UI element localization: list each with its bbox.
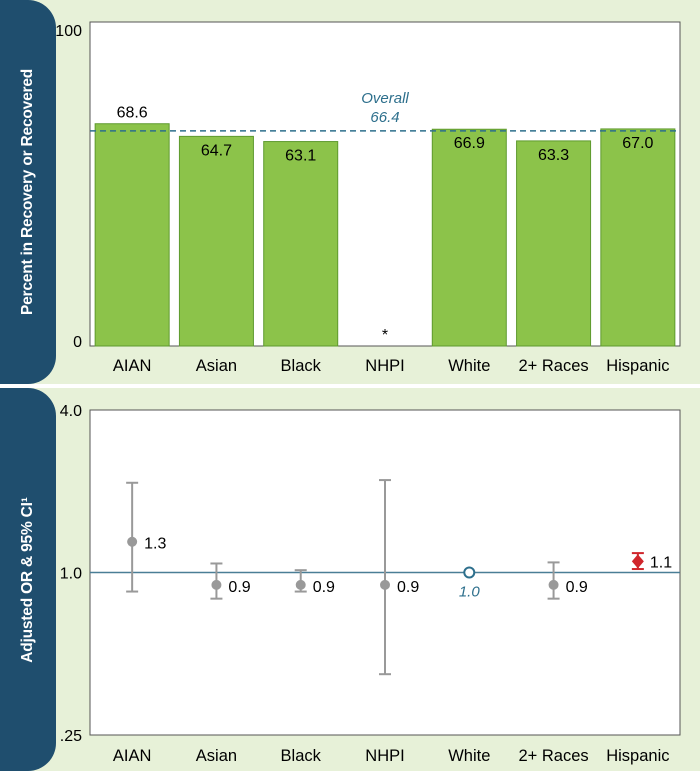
point-value-label: 1.3 xyxy=(144,536,166,553)
top-panel: Percent in Recovery or Recovered 100 0 AIA… xyxy=(0,0,700,384)
x-category-label: White xyxy=(448,357,490,375)
bar-value-label: 63.1 xyxy=(285,148,316,165)
bar xyxy=(431,128,507,347)
bar xyxy=(263,141,339,347)
point-marker xyxy=(631,554,644,569)
x-category-label: Asian xyxy=(196,357,237,375)
x-category-label: 2+ Races xyxy=(518,747,588,765)
odds-ratio-chart: .25 1.0 4.0 AIAN 1.3 Asian 0.9 Black 0.9 NHPI 0.9 W… xyxy=(60,403,681,765)
y-tick-label: 4.0 xyxy=(60,403,82,420)
bar xyxy=(178,135,254,347)
point-value-label: 0.9 xyxy=(397,579,419,596)
reference-value-label: 1.0 xyxy=(459,584,481,601)
x-category-label: AIAN xyxy=(113,747,152,765)
point-marker xyxy=(127,536,138,547)
overall-label: Overall xyxy=(361,90,409,107)
top-axis-title-band: Percent in Recovery or Recovered xyxy=(0,0,56,384)
bar-value-label: 67.0 xyxy=(622,135,653,152)
bottom-panel: Adjusted OR & 95% CI¹ .25 1.0 4.0 AIAN 1.3 As… xyxy=(0,388,700,771)
bar-value-label: 66.9 xyxy=(454,135,485,152)
x-category-label: Black xyxy=(281,747,322,765)
bar xyxy=(94,123,170,347)
bar-chart: 100 0 AIAN Asian Black NHPI White 2+ Races Hispa… xyxy=(55,21,681,375)
bar xyxy=(600,128,676,347)
x-category-label: 2+ Races xyxy=(518,357,588,375)
point-value-label: 0.9 xyxy=(228,579,250,596)
bar-value-label: 63.3 xyxy=(538,147,569,164)
reference-marker xyxy=(463,566,476,579)
y-tick-label: 1.0 xyxy=(60,566,82,583)
overall-value: 66.4 xyxy=(370,109,399,126)
suppressed-marker: * xyxy=(382,327,388,344)
x-category-label: White xyxy=(448,747,490,765)
x-category-label: NHPI xyxy=(365,357,404,375)
bottom-axis-title-band: Adjusted OR & 95% CI¹ xyxy=(0,388,56,771)
x-category-label: Black xyxy=(281,357,322,375)
x-category-label: NHPI xyxy=(365,747,404,765)
x-category-label: AIAN xyxy=(113,357,152,375)
bar-value-label: 68.6 xyxy=(117,105,148,122)
bar xyxy=(516,140,592,347)
point-value-label: 0.9 xyxy=(313,579,335,596)
x-category-label: Hispanic xyxy=(606,747,669,765)
point-value-label: 0.9 xyxy=(566,579,588,596)
point-marker xyxy=(211,579,222,590)
point-marker xyxy=(380,579,390,590)
x-category-label: Asian xyxy=(196,747,237,765)
point-value-label: 1.1 xyxy=(650,554,672,571)
plot-area xyxy=(89,21,681,347)
point-marker xyxy=(548,579,559,590)
point-marker xyxy=(295,579,306,590)
x-category-label: Hispanic xyxy=(606,357,669,375)
y-tick-label-max: 100 xyxy=(55,23,82,40)
y-tick-label: .25 xyxy=(60,728,82,745)
bar-value-label: 64.7 xyxy=(201,142,232,159)
y-tick-label-min: 0 xyxy=(73,334,82,351)
